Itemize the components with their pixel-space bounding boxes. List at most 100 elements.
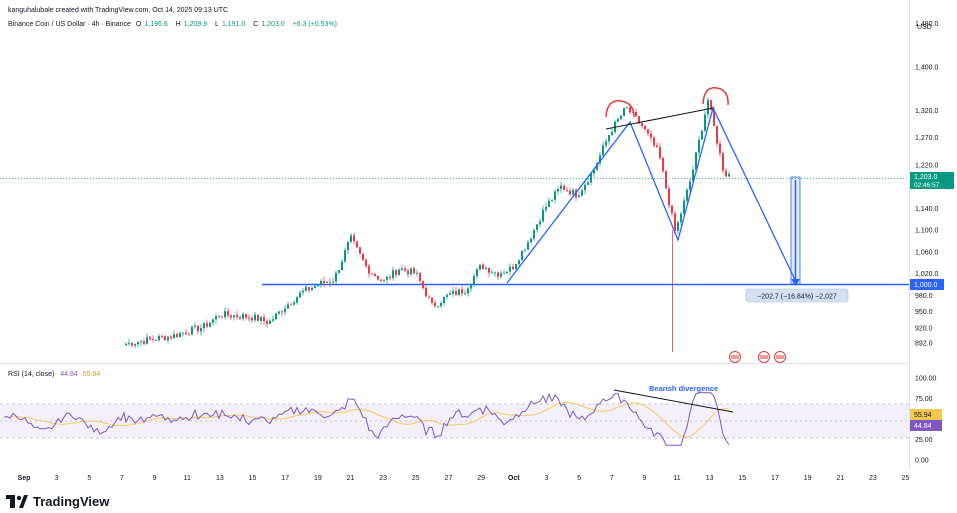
candle-body[interactable]: [356, 241, 358, 248]
candle-body[interactable]: [623, 108, 625, 116]
candle-body[interactable]: [686, 189, 688, 201]
candle-body[interactable]: [533, 229, 535, 239]
candle-body[interactable]: [173, 333, 175, 339]
candle-body[interactable]: [512, 266, 514, 270]
candle-body[interactable]: [170, 336, 172, 339]
candle-body[interactable]: [125, 343, 127, 346]
candle-body[interactable]: [314, 286, 316, 288]
candle-body[interactable]: [467, 288, 469, 294]
candle-body[interactable]: [293, 302, 295, 305]
candle-body[interactable]: [323, 280, 325, 283]
us-flag-icon[interactable]: [758, 351, 770, 363]
candle-body[interactable]: [554, 191, 556, 200]
candle-body[interactable]: [416, 272, 418, 274]
candle-body[interactable]: [401, 268, 403, 270]
rsi-legend[interactable]: RSI (14, close) 44.84 55.94: [8, 371, 100, 378]
candle-body[interactable]: [479, 264, 481, 270]
candle-body[interactable]: [710, 100, 712, 110]
candle-body[interactable]: [299, 292, 301, 298]
candle-body[interactable]: [662, 157, 664, 171]
candle-body[interactable]: [311, 287, 313, 291]
candle-body[interactable]: [227, 311, 229, 316]
rsi-line[interactable]: [3, 392, 730, 446]
candle-body[interactable]: [494, 272, 496, 274]
candle-body[interactable]: [431, 297, 433, 303]
candle-body[interactable]: [620, 115, 622, 119]
candle-body[interactable]: [587, 182, 589, 185]
candle-body[interactable]: [539, 221, 541, 225]
candle-body[interactable]: [320, 280, 322, 285]
candle-body[interactable]: [131, 342, 133, 346]
candle-body[interactable]: [383, 279, 385, 281]
candle-body[interactable]: [683, 200, 685, 214]
candle-body[interactable]: [656, 145, 658, 147]
candle-body[interactable]: [635, 112, 637, 117]
candle-body[interactable]: [149, 337, 151, 339]
candle-body[interactable]: [305, 286, 307, 291]
candle-body[interactable]: [593, 169, 595, 174]
candle-body[interactable]: [617, 118, 619, 122]
candle-body[interactable]: [365, 259, 367, 267]
candle-body[interactable]: [146, 337, 148, 344]
candle-body[interactable]: [290, 304, 292, 306]
us-flag-icon[interactable]: [774, 351, 786, 363]
candle-body[interactable]: [185, 332, 187, 335]
candle-body[interactable]: [134, 344, 136, 346]
candle-body[interactable]: [725, 170, 727, 177]
candle-body[interactable]: [443, 296, 445, 304]
symbol-title[interactable]: Binance Coin / US Dollar · 4h · Binance: [8, 21, 131, 28]
candle-body[interactable]: [389, 276, 391, 278]
candle-body[interactable]: [248, 317, 250, 319]
candle-body[interactable]: [476, 269, 478, 277]
candle-body[interactable]: [659, 146, 661, 158]
candle-body[interactable]: [563, 185, 565, 190]
candle-body[interactable]: [155, 339, 157, 341]
candle-body[interactable]: [503, 273, 505, 275]
candle-body[interactable]: [242, 314, 244, 319]
neckline-trendline[interactable]: [605, 107, 714, 130]
us-flag-icon[interactable]: [729, 351, 741, 363]
candle-body[interactable]: [518, 260, 520, 265]
candle-body[interactable]: [560, 185, 562, 189]
candle-body[interactable]: [392, 270, 394, 278]
candle-body[interactable]: [578, 195, 580, 198]
candle-body[interactable]: [458, 289, 460, 295]
candle-body[interactable]: [188, 334, 190, 336]
candle-body[interactable]: [317, 284, 319, 287]
candle-body[interactable]: [695, 152, 697, 170]
candle-body[interactable]: [704, 114, 706, 131]
candle-body[interactable]: [212, 319, 214, 323]
candle-body[interactable]: [680, 213, 682, 223]
candle-body[interactable]: [596, 163, 598, 170]
rsi-ma-line[interactable]: [3, 401, 730, 438]
candle-body[interactable]: [335, 272, 337, 282]
candle-body[interactable]: [128, 342, 130, 344]
candle-body[interactable]: [236, 315, 238, 318]
candle-body[interactable]: [272, 319, 274, 321]
candle-body[interactable]: [536, 224, 538, 230]
candle-body[interactable]: [266, 321, 268, 324]
candle-body[interactable]: [509, 266, 511, 272]
candle-body[interactable]: [689, 181, 691, 190]
candle-body[interactable]: [368, 266, 370, 274]
candle-body[interactable]: [143, 341, 145, 344]
candle-body[interactable]: [650, 133, 652, 138]
candle-body[interactable]: [419, 272, 421, 282]
candle-body[interactable]: [473, 276, 475, 285]
bearish-divergence-line[interactable]: [613, 389, 734, 413]
candle-body[interactable]: [197, 325, 199, 332]
candle-body[interactable]: [437, 306, 439, 307]
candle-body[interactable]: [485, 267, 487, 270]
candle-body[interactable]: [206, 323, 208, 327]
candle-body[interactable]: [551, 199, 553, 201]
candle-body[interactable]: [728, 173, 730, 177]
candle-body[interactable]: [296, 297, 298, 303]
candle-body[interactable]: [329, 281, 331, 283]
candle-body[interactable]: [263, 316, 265, 322]
candle-body[interactable]: [446, 294, 448, 297]
candle-body[interactable]: [245, 314, 247, 318]
candle-body[interactable]: [461, 289, 463, 294]
tradingview-logo[interactable]: TradingView: [6, 494, 109, 509]
candle-body[interactable]: [326, 281, 328, 283]
candle-body[interactable]: [380, 279, 382, 281]
